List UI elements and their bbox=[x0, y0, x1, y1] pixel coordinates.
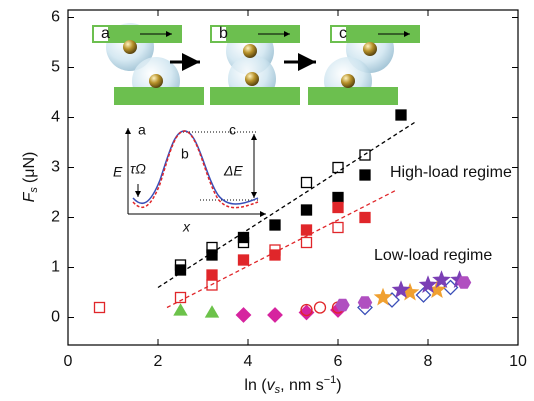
diamond-marker bbox=[415, 287, 432, 303]
square-marker bbox=[93, 301, 106, 314]
square-marker bbox=[206, 249, 218, 261]
inset-x-label: x bbox=[182, 219, 191, 235]
x-tick-label: 2 bbox=[154, 353, 163, 370]
x-tick-label: 10 bbox=[509, 353, 527, 370]
square-marker bbox=[300, 176, 313, 189]
square-marker bbox=[359, 149, 371, 161]
inset: a b c E x τΩ ΔE bbox=[113, 122, 266, 235]
illustration-label: a bbox=[101, 25, 110, 42]
square-marker bbox=[206, 279, 218, 291]
hexagon-marker bbox=[335, 298, 350, 312]
square-marker bbox=[174, 291, 187, 304]
star-marker bbox=[373, 287, 393, 306]
star-marker bbox=[391, 280, 411, 298]
plot-frame bbox=[67, 9, 519, 346]
diamond-marker bbox=[298, 304, 315, 321]
hexagon-marker bbox=[357, 296, 373, 309]
y-tick-label: 5 bbox=[51, 59, 60, 76]
inset-barrier: τΩ bbox=[130, 161, 146, 177]
hexagon-marker bbox=[456, 276, 472, 289]
diamond-marker bbox=[235, 307, 252, 323]
x-tick-label: 0 bbox=[64, 353, 73, 370]
square-marker bbox=[359, 169, 371, 181]
square-marker bbox=[332, 201, 344, 214]
square-marker bbox=[359, 211, 371, 224]
square-marker bbox=[300, 224, 313, 236]
y-tick-label: 6 bbox=[51, 9, 60, 26]
y-tick-label: 1 bbox=[51, 259, 60, 276]
circle-marker bbox=[313, 301, 327, 314]
square-marker bbox=[174, 259, 187, 271]
x-tick-label: 4 bbox=[244, 353, 253, 370]
square-marker bbox=[395, 109, 407, 121]
illustration-label: b bbox=[219, 25, 228, 42]
fit-line bbox=[166, 189, 397, 309]
annotation: High-load regime bbox=[390, 164, 512, 181]
square-marker bbox=[269, 244, 281, 256]
square-marker bbox=[332, 191, 344, 204]
square-marker bbox=[300, 236, 313, 249]
triangle-marker bbox=[173, 303, 188, 316]
y-tick-label: 3 bbox=[51, 159, 60, 176]
x-tick-label: 8 bbox=[424, 353, 433, 370]
square-marker bbox=[269, 219, 281, 231]
x-axis-label: ln (vs, nm s−1) bbox=[244, 374, 341, 396]
y-axis-label: Fs(μN) bbox=[21, 152, 40, 203]
triangle-marker bbox=[204, 305, 220, 318]
diamond-marker bbox=[267, 307, 283, 323]
fit-line bbox=[157, 121, 415, 289]
square-marker bbox=[300, 204, 313, 216]
x-tick-label: 6 bbox=[334, 353, 343, 370]
square-marker bbox=[237, 254, 250, 266]
star-marker bbox=[432, 270, 451, 288]
star-marker bbox=[418, 275, 438, 293]
inset-height: ΔE bbox=[223, 163, 243, 179]
square-marker bbox=[332, 221, 344, 234]
annotation: Low-load regime bbox=[374, 247, 492, 264]
circle-marker bbox=[300, 303, 313, 317]
square-marker bbox=[332, 161, 344, 174]
inset-label: c bbox=[229, 122, 236, 138]
square-marker bbox=[237, 236, 250, 249]
illustration-label: c bbox=[339, 25, 347, 42]
y-tick-label: 2 bbox=[51, 209, 60, 226]
illustration: a b c bbox=[92, 23, 420, 105]
inset-label: a bbox=[138, 122, 146, 138]
inset-label: b bbox=[181, 146, 189, 162]
inset-y-label: E bbox=[113, 164, 123, 180]
y-tick-label: 4 bbox=[51, 109, 60, 126]
square-marker bbox=[206, 269, 218, 281]
y-tick-label: 0 bbox=[51, 309, 60, 326]
square-marker bbox=[206, 241, 218, 254]
